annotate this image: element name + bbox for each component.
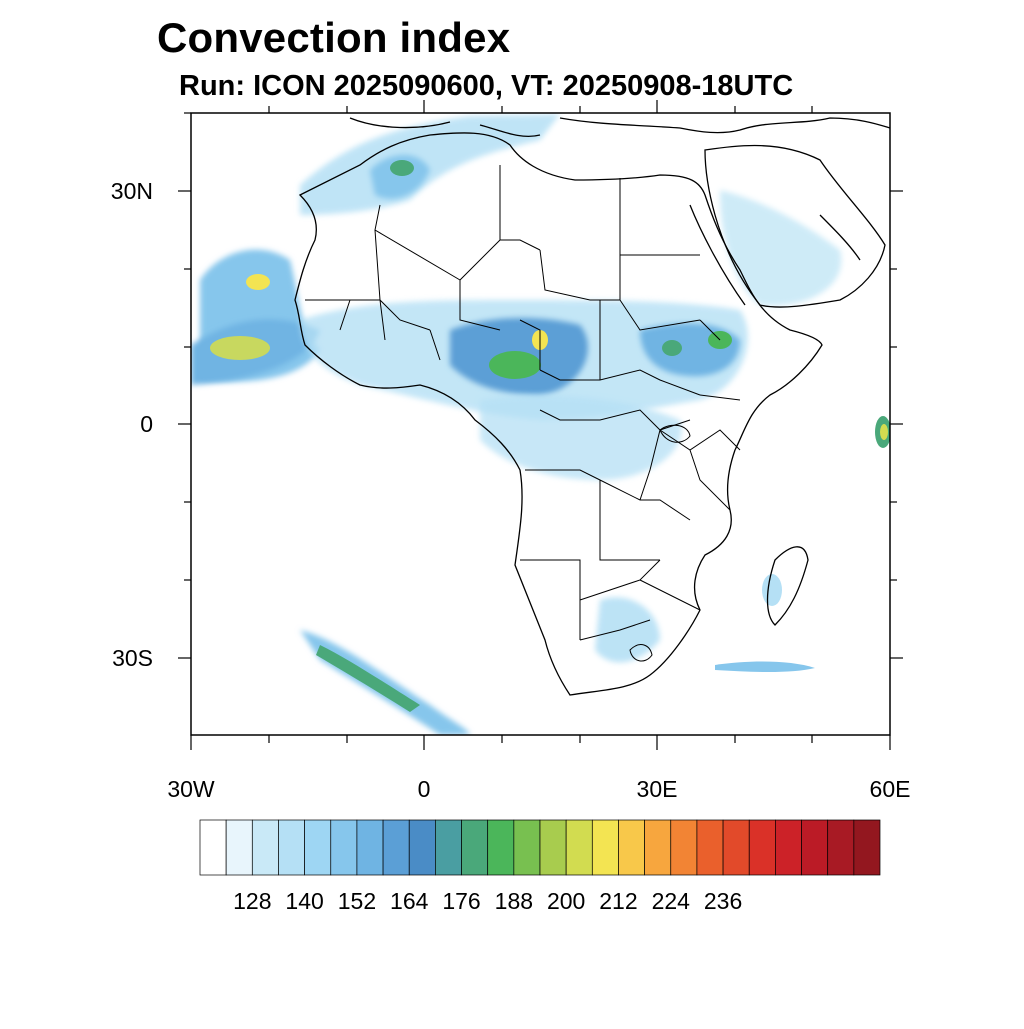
- colorbar-label: 236: [703, 888, 743, 914]
- colorbar-box: [591, 819, 619, 876]
- lon-label-60e: 60E: [869, 776, 911, 802]
- colorbar-box: [827, 819, 855, 876]
- colorbar: [199, 819, 881, 876]
- chart-title: Convection index: [157, 14, 511, 61]
- lat-label-30n: 30N: [110, 178, 153, 204]
- colorbar-label: 152: [337, 888, 377, 914]
- colorbar-box: [722, 819, 750, 876]
- colorbar-box: [513, 819, 541, 876]
- colorbar-box: [644, 819, 672, 876]
- lon-label-0: 0: [417, 776, 431, 802]
- colorbar-box: [330, 819, 358, 876]
- colorbar-box: [853, 819, 881, 876]
- arabia-coastline: [704, 144, 886, 308]
- colorbar-label: 188: [494, 888, 534, 914]
- convection-core-morocco: [390, 160, 414, 176]
- colorbar-label: 176: [442, 888, 481, 914]
- colorbar-box: [539, 819, 567, 876]
- colorbar-box: [775, 819, 802, 876]
- colorbar-box: [565, 819, 593, 876]
- border-lines-south: [520, 469, 701, 641]
- lake-victoria: [659, 424, 691, 443]
- border-lines-central: [539, 299, 721, 431]
- colorbar-label: 212: [599, 888, 638, 914]
- colorbar-box: [356, 819, 384, 876]
- coastlines: [294, 117, 890, 696]
- colorbar-box: [251, 819, 279, 876]
- colorbar-label: 128: [233, 888, 272, 914]
- convection-area-indian-ocean: [715, 661, 815, 672]
- colorbar-label: 200: [546, 888, 586, 914]
- madagascar-coastline: [766, 546, 809, 626]
- border-lines-west: [305, 280, 541, 370]
- convection-area-madagascar: [762, 574, 782, 606]
- africa-coastline: [294, 132, 823, 696]
- colorbar-box: [225, 819, 253, 876]
- colorbar-box: [801, 819, 829, 876]
- lat-label-0: 0: [140, 411, 153, 437]
- colorbar-box: [304, 819, 332, 876]
- lesotho-border: [629, 644, 653, 662]
- convection-core-east-edge-2: [880, 424, 888, 440]
- country-borders: [305, 165, 741, 662]
- colorbar-box: [382, 819, 410, 876]
- lat-label-30s: 30S: [112, 645, 153, 671]
- colorbar-box: [748, 819, 776, 876]
- lon-label-30e: 30E: [636, 776, 678, 802]
- axis-ticks: [178, 100, 903, 750]
- convection-area-south-atlantic-front: [300, 630, 470, 735]
- convection-field: [191, 114, 890, 735]
- colorbar-box: [618, 819, 645, 876]
- colorbar-box: [435, 819, 462, 876]
- red-sea-coast: [689, 204, 746, 306]
- colorbar-label: 140: [285, 888, 324, 914]
- border-lines-north: [374, 165, 700, 301]
- convection-core-atlantic-2: [246, 274, 270, 290]
- colorbar-label: 224: [651, 888, 690, 914]
- border-lines-east: [639, 394, 741, 511]
- colorbar-box: [696, 819, 724, 876]
- colorbar-box: [461, 819, 489, 876]
- convection-core-nigeria: [489, 351, 541, 379]
- colorbar-box: [199, 819, 227, 876]
- colorbar-box: [278, 819, 305, 876]
- persian-gulf-coast: [819, 214, 861, 261]
- convection-area-south-africa: [595, 597, 660, 663]
- colorbar-box: [670, 819, 698, 876]
- colorbar-box: [408, 819, 436, 876]
- colorbar-label: 164: [390, 888, 429, 914]
- convection-area-morocco: [370, 155, 430, 199]
- lon-label-30w: 30W: [167, 776, 215, 802]
- convection-core-south-atlantic-front: [316, 645, 420, 712]
- convection-area-north-atlantic: [300, 114, 560, 215]
- europe-coastline: [349, 117, 890, 137]
- colorbar-box: [487, 819, 515, 876]
- convection-area-congo: [480, 395, 682, 480]
- convection-area-arabia: [720, 190, 842, 306]
- convection-core-atlantic: [210, 336, 270, 360]
- convection-core-sudan: [662, 340, 682, 356]
- chart-subtitle: Run: ICON 2025090600, VT: 20250908-18UTC: [179, 70, 794, 102]
